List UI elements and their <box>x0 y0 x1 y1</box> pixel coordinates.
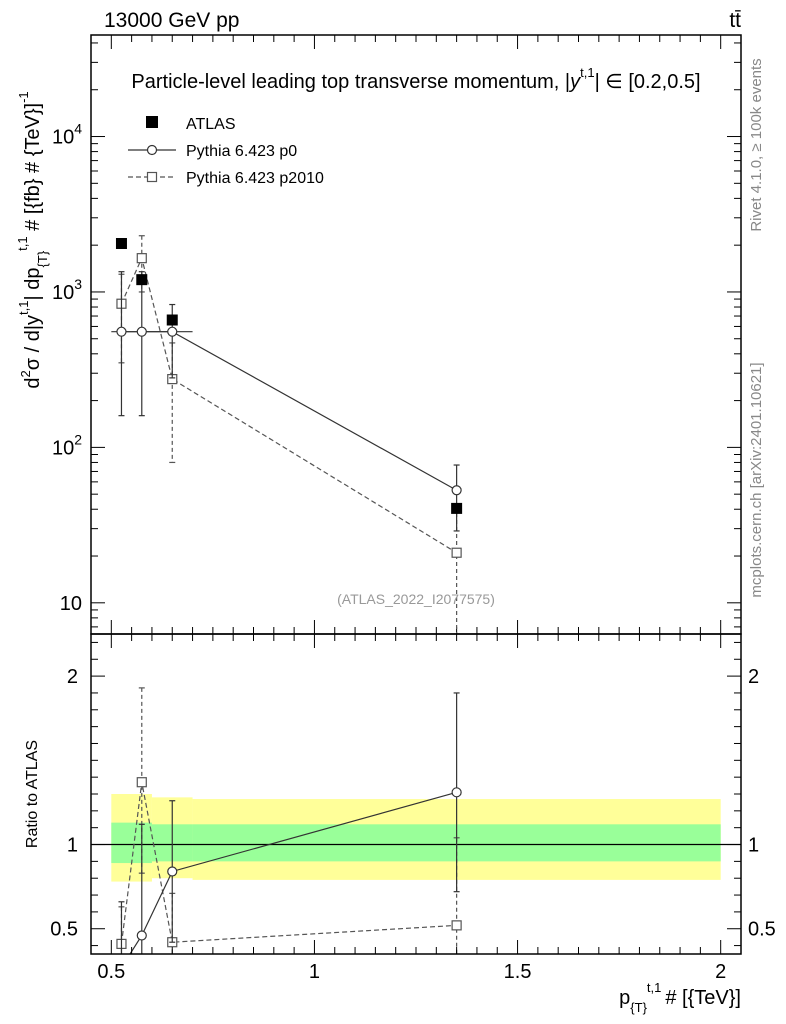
uncertainty-band-segment <box>111 822 152 864</box>
atlas-data-point <box>451 502 463 514</box>
atlas-data-point <box>166 314 178 326</box>
p0-data-point <box>167 866 178 877</box>
tick-exponent: 3 <box>74 276 82 292</box>
p2010-data-point <box>451 920 462 931</box>
x-tick-label: 0.5 <box>97 961 125 983</box>
analysis-id-label: (ATLAS_2022_I2077575) <box>337 591 495 607</box>
legend-label-p2010: Pythia 6.423 p2010 <box>186 170 324 187</box>
main-y-tick-label: 103 <box>52 276 82 304</box>
ratio-frame <box>90 633 742 955</box>
series-line <box>120 256 457 554</box>
tick-base: 10 <box>52 437 74 459</box>
x-axis-label-sub: {T} <box>630 1000 647 1015</box>
title-main: Particle-level leading top transverse mo… <box>131 71 570 93</box>
main-y-tick-label: 10 <box>60 593 82 615</box>
ratio-bands <box>111 794 721 882</box>
legend-label-atlas: ATLAS <box>186 116 236 133</box>
title-superscript: t,1 <box>580 65 594 80</box>
tick-exponent: 4 <box>74 121 82 137</box>
rivet-version-label: Rivet 4.1.0, ≥ 100k events <box>748 58 765 231</box>
p2010-data-point <box>136 777 147 788</box>
ratio-y-tick-label: 0.5 <box>50 919 78 941</box>
legend-marker-atlas <box>146 116 158 128</box>
main-y-tick-label: 104 <box>52 121 82 149</box>
ratio-x-ticks: 0.5 1 1.5 2 <box>97 634 726 983</box>
ratio-y-tick-label-right: 0.5 <box>748 919 776 941</box>
title-variable: y <box>568 71 581 93</box>
tick-base: 10 <box>52 127 74 149</box>
x-tick-label: 1 <box>309 961 320 983</box>
x-axis-label: p{T}t,1 # [{TeV}] <box>619 980 741 1015</box>
atlas-data-point <box>136 274 148 286</box>
ratio-y-tick-label: 1 <box>67 835 78 857</box>
atlas-data-point <box>115 238 127 250</box>
source-label: mcplots.cern.ch [arXiv:2401.10621] <box>748 362 765 597</box>
process-label: tt̄ <box>729 9 741 32</box>
title-range: | ∈ [0.2,0.5] <box>595 71 701 93</box>
series-line <box>120 782 457 944</box>
x-tick-label: 1.5 <box>504 961 532 983</box>
ratio-y-tick-label-right: 1 <box>748 835 759 857</box>
p0-data-point <box>136 326 147 337</box>
x-axis-label-rest: # [{TeV}] <box>665 987 741 1009</box>
x-axis-label-main: p <box>619 987 630 1009</box>
p0-data-point <box>116 326 127 337</box>
p0-data-point <box>136 930 147 941</box>
legend-label-p0: Pythia 6.423 p0 <box>186 143 297 160</box>
tick-base: 10 <box>60 593 82 615</box>
p0-data-point <box>451 485 462 496</box>
ratio-y-axis-label: Ratio to ATLAS <box>24 740 41 848</box>
ratio-panel: 0.5 0.5 1 1 2 2 0.5 1 1.5 2 Ratio to ATLAS p{T}t… <box>24 633 776 1015</box>
p2010-data-point <box>136 253 147 264</box>
x-axis-label-sup: t,1 <box>647 980 661 995</box>
main-x-ticks <box>110 35 722 634</box>
main-y-tick-label: 102 <box>52 431 82 459</box>
legend: ATLAS Pythia 6.423 p0 Pythia 6.423 p2010 <box>128 116 324 187</box>
p2010-data-point <box>451 547 462 558</box>
main-panel: Particle-level leading top transverse mo… <box>15 34 742 635</box>
chart-title: Particle-level leading top transverse mo… <box>131 65 700 93</box>
legend-marker-p0 <box>146 144 158 156</box>
tick-exponent: 2 <box>74 431 82 447</box>
ratio-y-tick-label-right: 2 <box>748 666 759 688</box>
legend-marker-p2010 <box>146 171 158 183</box>
energy-label: 13000 GeV pp <box>104 9 239 32</box>
main-y-axis-label: d2σ / d|yt,1| dp{T}t,1 # [{fb} # {TeV}]-… <box>15 91 50 388</box>
main-series <box>111 235 463 634</box>
p0-data-point <box>167 326 178 337</box>
p0-data-point <box>451 787 462 798</box>
x-tick-label: 2 <box>715 961 726 983</box>
ratio-y-ticks: 0.5 0.5 1 1 2 2 <box>50 641 776 947</box>
tick-base: 10 <box>52 282 74 304</box>
ratio-y-tick-label: 2 <box>67 666 78 688</box>
